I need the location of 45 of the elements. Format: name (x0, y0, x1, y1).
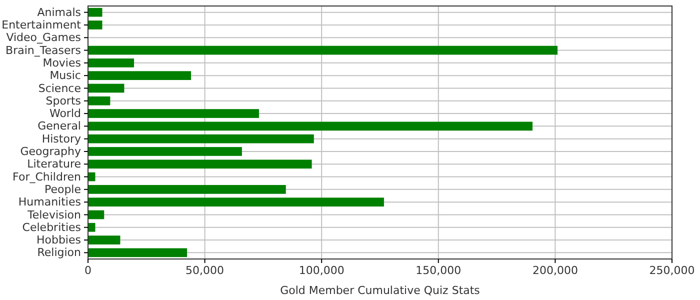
bar (88, 46, 558, 55)
bar (88, 147, 242, 156)
bar (88, 71, 192, 80)
bar (88, 96, 110, 106)
y-tick-label: Television (26, 208, 82, 222)
bar (88, 122, 533, 131)
x-tick-label: 250,000 (649, 264, 695, 277)
bar (88, 134, 314, 144)
bar (88, 248, 188, 258)
x-tick-label: 150,000 (416, 264, 462, 277)
bar (88, 58, 134, 68)
x-tick-label: 0 (84, 264, 92, 277)
y-tick-label: Entertainment (2, 18, 82, 32)
y-tick-label: Humanities (18, 196, 82, 209)
y-tick-label: Hobbies (36, 234, 82, 247)
x-tick-label: 100,000 (298, 264, 344, 277)
bar (88, 20, 102, 30)
bar (88, 84, 124, 93)
y-tick-label: History (42, 132, 82, 146)
y-tick-label: Literature (27, 158, 82, 171)
bar (88, 198, 384, 207)
y-tick-label: Brain_Teasers (6, 44, 82, 57)
y-tick-label: Geography (20, 144, 82, 158)
y-tick-label: General (38, 120, 81, 133)
y-tick-label: Celebrities (22, 220, 82, 234)
y-tick-label: Animals (37, 6, 82, 19)
bar (88, 222, 96, 232)
bar (88, 160, 312, 169)
y-tick-label: People (44, 182, 82, 196)
bar (88, 184, 286, 194)
y-tick-label: World (49, 107, 81, 120)
y-tick-label: Music (50, 69, 81, 82)
y-tick-label: Video_Games (6, 31, 82, 44)
bar (88, 109, 259, 118)
bar (88, 210, 104, 220)
y-tick-label: Movies (42, 56, 82, 70)
y-tick-label: Science (38, 82, 82, 95)
y-tick-label: Sports (46, 94, 82, 108)
x-axis-title: Gold Member Cumulative Quiz Stats (280, 284, 480, 297)
y-tick-label: Religion (37, 246, 82, 260)
bar (88, 236, 120, 244)
x-tick-label: 50,000 (186, 264, 224, 277)
bar (88, 8, 102, 17)
x-tick-label: 200,000 (532, 264, 578, 277)
y-tick-label: For_Children (12, 170, 82, 184)
